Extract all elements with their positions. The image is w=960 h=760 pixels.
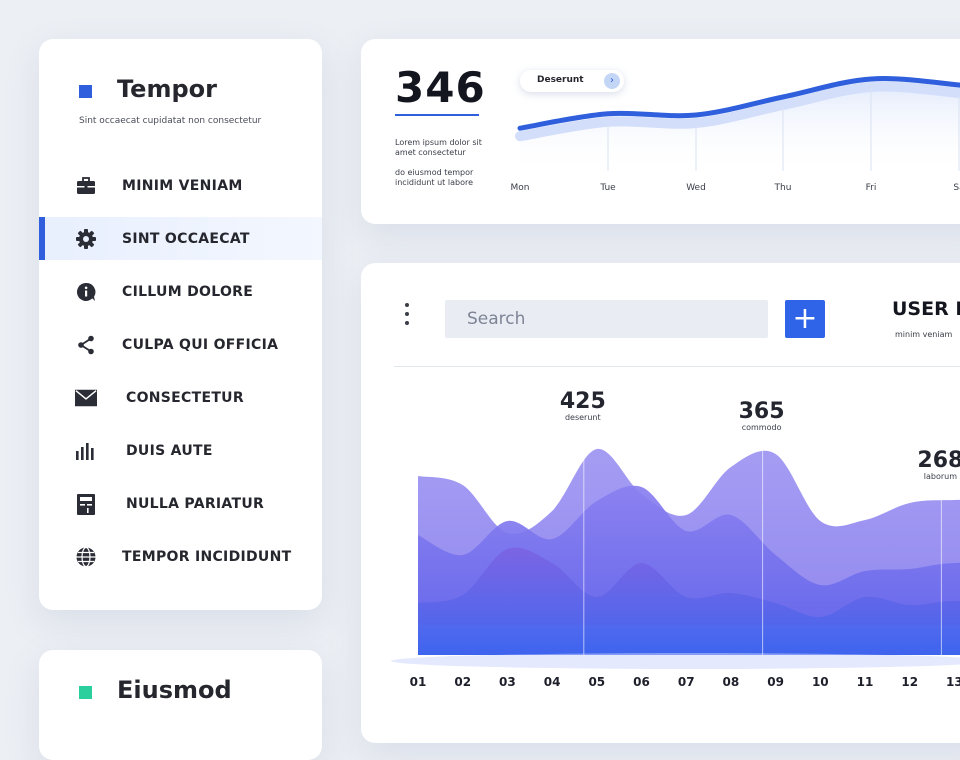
x-tick-label: 05	[588, 675, 605, 689]
bar-chart-icon	[75, 440, 97, 462]
x-tick-label: 04	[544, 675, 561, 689]
sidebar-item-label: NULLA PARIATUR	[126, 495, 265, 512]
annotation-label: deserunt	[565, 413, 601, 422]
add-button[interactable]: +	[785, 300, 825, 338]
weekly-chart-card: 346 Lorem ipsum dolor sit amet consectet…	[361, 39, 960, 224]
x-tick-label: Sa	[953, 183, 960, 193]
annotation-value: 268	[917, 448, 960, 473]
annotation-label: commodo	[742, 423, 782, 432]
sidebar-item-sint-occaecat[interactable]: SINT OCCAECAT	[39, 217, 322, 260]
area-shadow	[391, 653, 960, 669]
globe-icon	[75, 546, 97, 568]
briefcase-icon	[75, 175, 97, 197]
secondary-card: Eiusmod	[39, 650, 322, 760]
sidebar-card: Tempor Sint occaecat cupidatat non conse…	[39, 39, 322, 610]
sidebar-item-label: CONSECTETUR	[126, 389, 244, 406]
sidebar-item-label: DUIS AUTE	[126, 442, 213, 459]
card-square-icon	[79, 686, 92, 699]
x-tick-label: Mon	[511, 183, 530, 193]
sidebar-item-label: CULPA QUI OFFICIA	[122, 336, 279, 353]
sidebar-item-duis-aute[interactable]: DUIS AUTE	[39, 429, 322, 472]
annotation-value: 425	[560, 389, 606, 414]
annotation-label: laborum	[924, 472, 957, 481]
x-tick-label: 10	[812, 675, 829, 689]
x-tick-label: 12	[901, 675, 918, 689]
x-tick-label: 01	[410, 675, 427, 689]
sidebar-item-consectetur[interactable]: CONSECTETUR	[39, 376, 322, 419]
sidebar-item-label: SINT OCCAECAT	[122, 230, 250, 247]
x-tick-label: Wed	[686, 183, 706, 193]
x-tick-label: 08	[723, 675, 740, 689]
annotation-value: 365	[739, 399, 785, 424]
sidebar-item-label: TEMPOR INCIDIDUNT	[122, 548, 292, 565]
summary-description: Lorem ipsum dolor sit amet consectetur	[395, 138, 482, 157]
sidebar-item-label: CILLUM DOLORE	[122, 283, 254, 300]
sidebar-item-label: MINIM VENIAM	[122, 177, 243, 194]
x-tick-label: Fri	[866, 183, 877, 193]
sidebar-item-cillum-dolore[interactable]: CILLUM DOLORE	[39, 270, 322, 313]
secondary-card-title: Eiusmod	[117, 676, 232, 704]
brand-square-icon	[79, 85, 92, 98]
line-shadow	[515, 81, 960, 142]
x-tick-label: 02	[454, 675, 471, 689]
x-tick-label: 09	[767, 675, 784, 689]
sidebar-item-culpa-qui-officia[interactable]: CULPA QUI OFFICIA	[39, 323, 322, 366]
mail-icon	[75, 387, 97, 409]
sidebar-title: Tempor	[117, 75, 217, 103]
user-subtitle: minim veniam	[895, 330, 953, 339]
sidebar-item-nulla-pariatur[interactable]: NULLA PARIATUR	[39, 482, 322, 525]
line-area-fill	[520, 78, 960, 174]
weekly-line-chart: Mon Tue Wed Thu Fri Sa	[511, 76, 960, 193]
x-tick-label: 03	[499, 675, 516, 689]
area-baseline-band	[418, 625, 960, 655]
x-tick-label: 07	[678, 675, 695, 689]
gear-icon	[75, 228, 97, 250]
sidebar-item-minim-veniam[interactable]: MINIM VENIAM	[39, 164, 322, 207]
sidebar-item-tempor-incididunt[interactable]: TEMPOR INCIDIDUNT	[39, 535, 322, 578]
x-tick-label: 06	[633, 675, 650, 689]
deserunt-dropdown[interactable]: Deserunt ›	[520, 70, 624, 92]
more-options-icon[interactable]	[400, 300, 414, 340]
x-tick-label: 11	[857, 675, 874, 689]
search-input[interactable]	[445, 300, 768, 338]
plus-icon: +	[792, 301, 818, 336]
summary-number: 346	[395, 63, 486, 112]
x-tick-label: Thu	[774, 183, 792, 193]
x-tick-label: 13	[946, 675, 960, 689]
chevron-right-icon[interactable]: ›	[604, 73, 620, 89]
calculator-icon	[75, 493, 97, 515]
summary-description: do eiusmod tempor incididunt ut labore	[395, 168, 474, 187]
info-bubble-icon	[75, 281, 97, 303]
share-icon	[75, 334, 97, 356]
header-divider	[394, 366, 960, 367]
sidebar-subtitle: Sint occaecat cupidatat non consectetur	[79, 116, 262, 126]
summary-underline	[395, 114, 479, 116]
x-tick-label: Tue	[599, 183, 616, 193]
user-name: USER N	[892, 298, 960, 320]
dropdown-label: Deserunt	[537, 75, 584, 85]
series-line	[517, 76, 960, 131]
